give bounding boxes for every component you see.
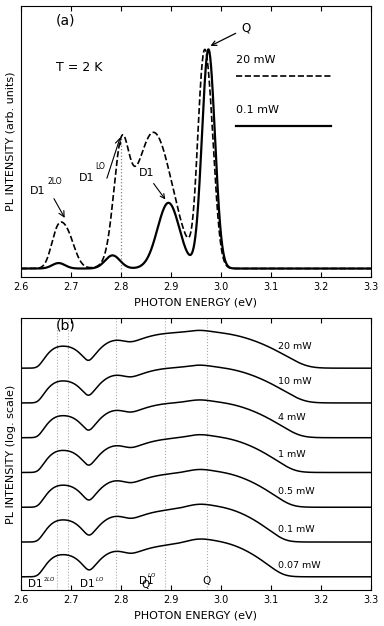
Text: 0.07 mW: 0.07 mW <box>278 560 321 570</box>
Text: D1: D1 <box>80 580 95 590</box>
X-axis label: PHOTON ENERGY (eV): PHOTON ENERGY (eV) <box>134 298 257 308</box>
Text: $^{LO}$: $^{LO}$ <box>95 577 104 586</box>
Text: D1: D1 <box>28 580 42 590</box>
Text: Q: Q <box>202 576 210 586</box>
Text: D1: D1 <box>79 173 94 183</box>
Text: 20 mW: 20 mW <box>236 54 275 64</box>
Y-axis label: PL INTENSITY (log. scale): PL INTENSITY (log. scale) <box>5 384 16 524</box>
Text: 4 mW: 4 mW <box>278 413 306 423</box>
Text: T = 2 K: T = 2 K <box>56 61 103 74</box>
Text: 2LO: 2LO <box>47 177 62 186</box>
Text: LO: LO <box>95 162 105 171</box>
X-axis label: PHOTON ENERGY (eV): PHOTON ENERGY (eV) <box>134 610 257 620</box>
Text: $^{2LO}$: $^{2LO}$ <box>43 577 55 586</box>
Text: 0.1 mW: 0.1 mW <box>236 105 279 115</box>
Text: D1: D1 <box>139 576 153 586</box>
Text: (a): (a) <box>56 14 76 28</box>
Text: D1: D1 <box>30 186 45 196</box>
Text: 1 mW: 1 mW <box>278 451 306 459</box>
Text: (b): (b) <box>56 318 76 332</box>
Text: Q: Q <box>212 22 250 45</box>
Text: $^{LO}$: $^{LO}$ <box>147 573 156 582</box>
Text: 20 mW: 20 mW <box>278 342 312 351</box>
Text: 0.5 mW: 0.5 mW <box>278 486 315 496</box>
Text: D1: D1 <box>139 168 165 198</box>
Text: Q: Q <box>141 580 149 590</box>
Text: 0.1 mW: 0.1 mW <box>278 525 315 534</box>
Text: 10 mW: 10 mW <box>278 377 312 386</box>
Y-axis label: PL INTENSITY (arb. units): PL INTENSITY (arb. units) <box>5 72 16 211</box>
